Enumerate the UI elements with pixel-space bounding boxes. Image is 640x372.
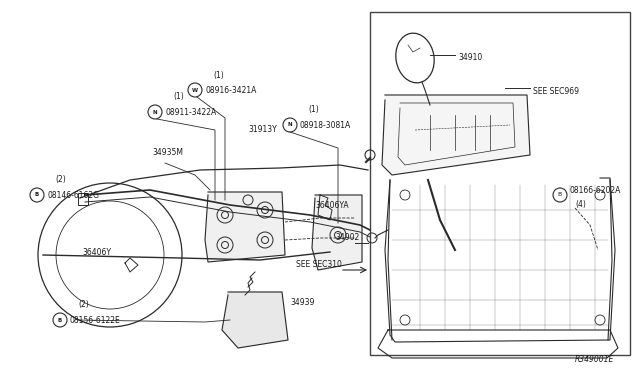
Text: B: B (35, 192, 39, 198)
Text: 34935M: 34935M (152, 148, 183, 157)
Text: 36406YA: 36406YA (315, 201, 349, 210)
Text: W: W (192, 87, 198, 93)
Text: 31913Y: 31913Y (248, 125, 276, 134)
Text: N: N (153, 109, 157, 115)
Text: (2): (2) (55, 175, 66, 184)
Text: 08146-6162G: 08146-6162G (47, 191, 99, 200)
Text: B: B (558, 192, 562, 198)
Text: 08916-3421A: 08916-3421A (205, 86, 257, 95)
Text: 08918-3081A: 08918-3081A (300, 121, 351, 130)
Text: 34910: 34910 (458, 54, 483, 62)
Text: (1): (1) (213, 71, 224, 80)
Polygon shape (222, 292, 288, 348)
Text: B: B (58, 317, 62, 323)
Polygon shape (382, 95, 530, 175)
Text: R349001E: R349001E (575, 355, 614, 364)
Bar (78, 193, 88, 205)
Text: 34939: 34939 (290, 298, 314, 307)
Text: SEE SEC310: SEE SEC310 (296, 260, 342, 269)
Text: (2): (2) (78, 300, 89, 309)
Text: 08166-6202A: 08166-6202A (570, 186, 621, 195)
Text: (4): (4) (575, 200, 586, 209)
Text: 08911-3422A: 08911-3422A (165, 108, 216, 117)
Text: N: N (288, 122, 292, 128)
Polygon shape (205, 192, 285, 262)
Text: SEE SEC969: SEE SEC969 (533, 87, 579, 96)
Text: 36406Y: 36406Y (82, 248, 111, 257)
Text: (1): (1) (308, 105, 319, 114)
Polygon shape (312, 195, 362, 270)
Text: 34902: 34902 (335, 233, 359, 242)
Text: (1): (1) (173, 92, 184, 101)
Text: 08156-6122E: 08156-6122E (70, 316, 121, 325)
Bar (370, 12, 630, 355)
